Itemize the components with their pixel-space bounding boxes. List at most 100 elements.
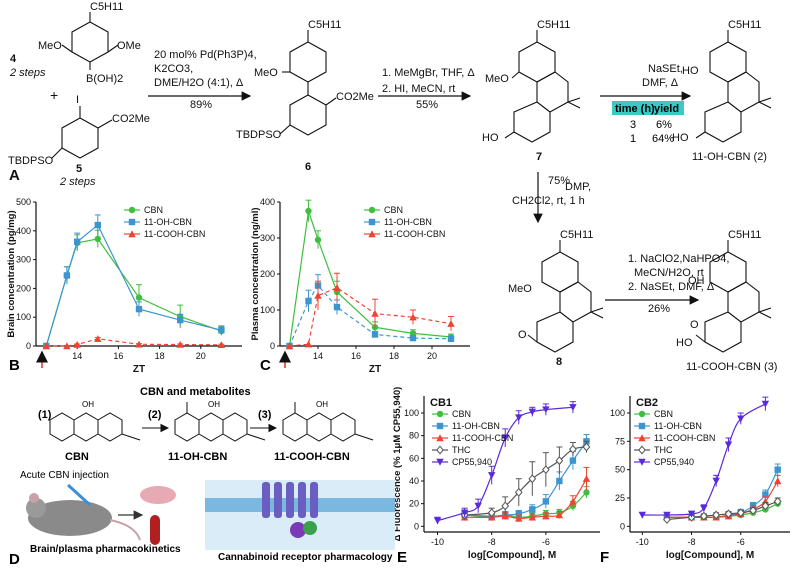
y-tick-label: 100: [260, 305, 275, 315]
compound-5-note: 2 steps: [59, 176, 96, 188]
series-11-cooh-cbn: [42, 335, 226, 350]
series-11-oh-cbn: [286, 274, 455, 350]
panel-label-e: E: [397, 549, 407, 566]
compound-2-structure: [695, 30, 772, 143]
legend-item: CBN: [124, 205, 163, 215]
oh-label-2: HO: [682, 65, 699, 77]
series-cp55-940: [638, 396, 770, 519]
g-protein-subunit-icon: [303, 521, 317, 535]
receptor-icon: [262, 482, 318, 518]
y-tick-label: 20: [409, 499, 419, 509]
legend-item: 11-OH-CBN: [124, 217, 192, 227]
x-tick-label: -10: [431, 537, 444, 547]
step1-line1: 20 mol% Pd(Ph3P)4,: [154, 49, 257, 61]
y-tick-label: 75: [615, 436, 625, 446]
y-tick-label: 0: [26, 341, 31, 351]
injection-label: Acute CBN injection: [20, 470, 109, 481]
x-tick-label: 20: [196, 351, 206, 361]
ome-left-6: MeO: [254, 67, 278, 79]
legend-marker: [638, 422, 646, 430]
data-point: [447, 335, 455, 342]
data-point: [501, 501, 510, 511]
data-point: [774, 466, 781, 473]
step4-line1: DMP,: [565, 181, 591, 193]
legend-item: 11-OH-CBN: [634, 421, 702, 431]
legend-label: 11-OH-CBN: [384, 217, 432, 227]
series-cbn: [43, 229, 225, 350]
step4-yield: 75%: [548, 175, 570, 187]
compound-1-number: (1): [38, 409, 52, 421]
aldehyde-o-label: O: [518, 329, 527, 341]
reaction-arrows: [148, 91, 700, 305]
y-axis-label: Brain concentration (pg/mg): [6, 210, 17, 337]
series-line: [45, 224, 222, 347]
data-point: [135, 294, 143, 301]
legend-label: 11-COOH-CBN: [452, 433, 513, 443]
y-tick-label: 80: [409, 431, 419, 441]
y-tick-label: 25: [615, 493, 625, 503]
legend-marker: [436, 445, 444, 455]
data-point: [314, 291, 322, 299]
series-thc: [460, 440, 591, 520]
series-line: [642, 403, 766, 516]
y-tick-label: 0: [620, 521, 625, 531]
compound-3-name-d: 11-COOH-CBN: [274, 451, 350, 463]
data-point: [724, 441, 733, 449]
acid-ho-label: HO: [676, 337, 693, 349]
legend-label: CP55,940: [452, 457, 492, 467]
legend-item: CBN: [364, 205, 403, 215]
data-point: [371, 331, 379, 338]
data-point: [761, 400, 770, 408]
data-point: [433, 517, 442, 525]
compound-8-structure: [527, 240, 604, 353]
legend-label: CBN: [452, 409, 471, 419]
data-point: [42, 342, 50, 350]
legend-marker: [436, 410, 444, 418]
c5h11-label-8: C5H11: [560, 229, 593, 241]
data-point: [762, 491, 769, 498]
series-line: [46, 338, 222, 347]
x-tick-label: -10: [636, 537, 649, 547]
ho-label-2: HO: [672, 132, 689, 144]
oh-label-d3: OH: [316, 400, 328, 409]
yield-row1-yield: 6%: [656, 119, 672, 131]
iodo-label: I: [76, 94, 79, 106]
acid-o-label: O: [690, 319, 699, 331]
y-tick-label: 300: [260, 233, 275, 243]
legend-marker: [128, 230, 136, 238]
ho-label-7: HO: [482, 132, 499, 144]
data-point: [305, 207, 312, 215]
data-point: [305, 297, 312, 305]
yield-table-header-bg: [612, 101, 684, 115]
oh-label-3: OH: [688, 275, 705, 287]
data-point: [501, 434, 509, 442]
ester-label-5: CO2Me: [112, 113, 150, 125]
yield-table-header-yield: yield: [654, 103, 679, 115]
data-point: [135, 340, 143, 348]
x-tick-label: -6: [737, 537, 745, 547]
scheme-labels: C5H11 MeO OMe B(OH)2 4 2 steps + I CO2Me…: [8, 1, 777, 373]
x-axis-label: log[Compound], M: [666, 550, 754, 561]
y-tick-label: 200: [260, 269, 275, 279]
data-point: [447, 319, 455, 327]
c5h11-label-6: C5H11: [308, 19, 341, 31]
data-point: [94, 221, 101, 229]
legend-marker: [638, 434, 646, 442]
data-point: [314, 236, 322, 243]
legend-label: 11-OH-CBN: [452, 421, 500, 431]
ome-right-4: OMe: [117, 40, 141, 52]
step5-line3: 2. NaSEt, DMF, Δ: [628, 281, 715, 293]
legend-item: 11-OH-CBN: [432, 421, 500, 431]
step1-line2: K2CO3,: [154, 63, 193, 75]
data-point: [474, 502, 482, 510]
y-tick-label: 100: [404, 408, 419, 418]
x-tick-label: 16: [113, 351, 123, 361]
legend-item: THC: [634, 445, 673, 455]
g-protein-icon: [290, 522, 306, 538]
data-point: [749, 506, 757, 515]
data-point: [515, 514, 523, 522]
x-tick-label: 18: [389, 351, 399, 361]
data-point: [687, 510, 696, 518]
y-tick-label: 100: [16, 312, 31, 322]
x-tick-label: 20: [427, 351, 437, 361]
